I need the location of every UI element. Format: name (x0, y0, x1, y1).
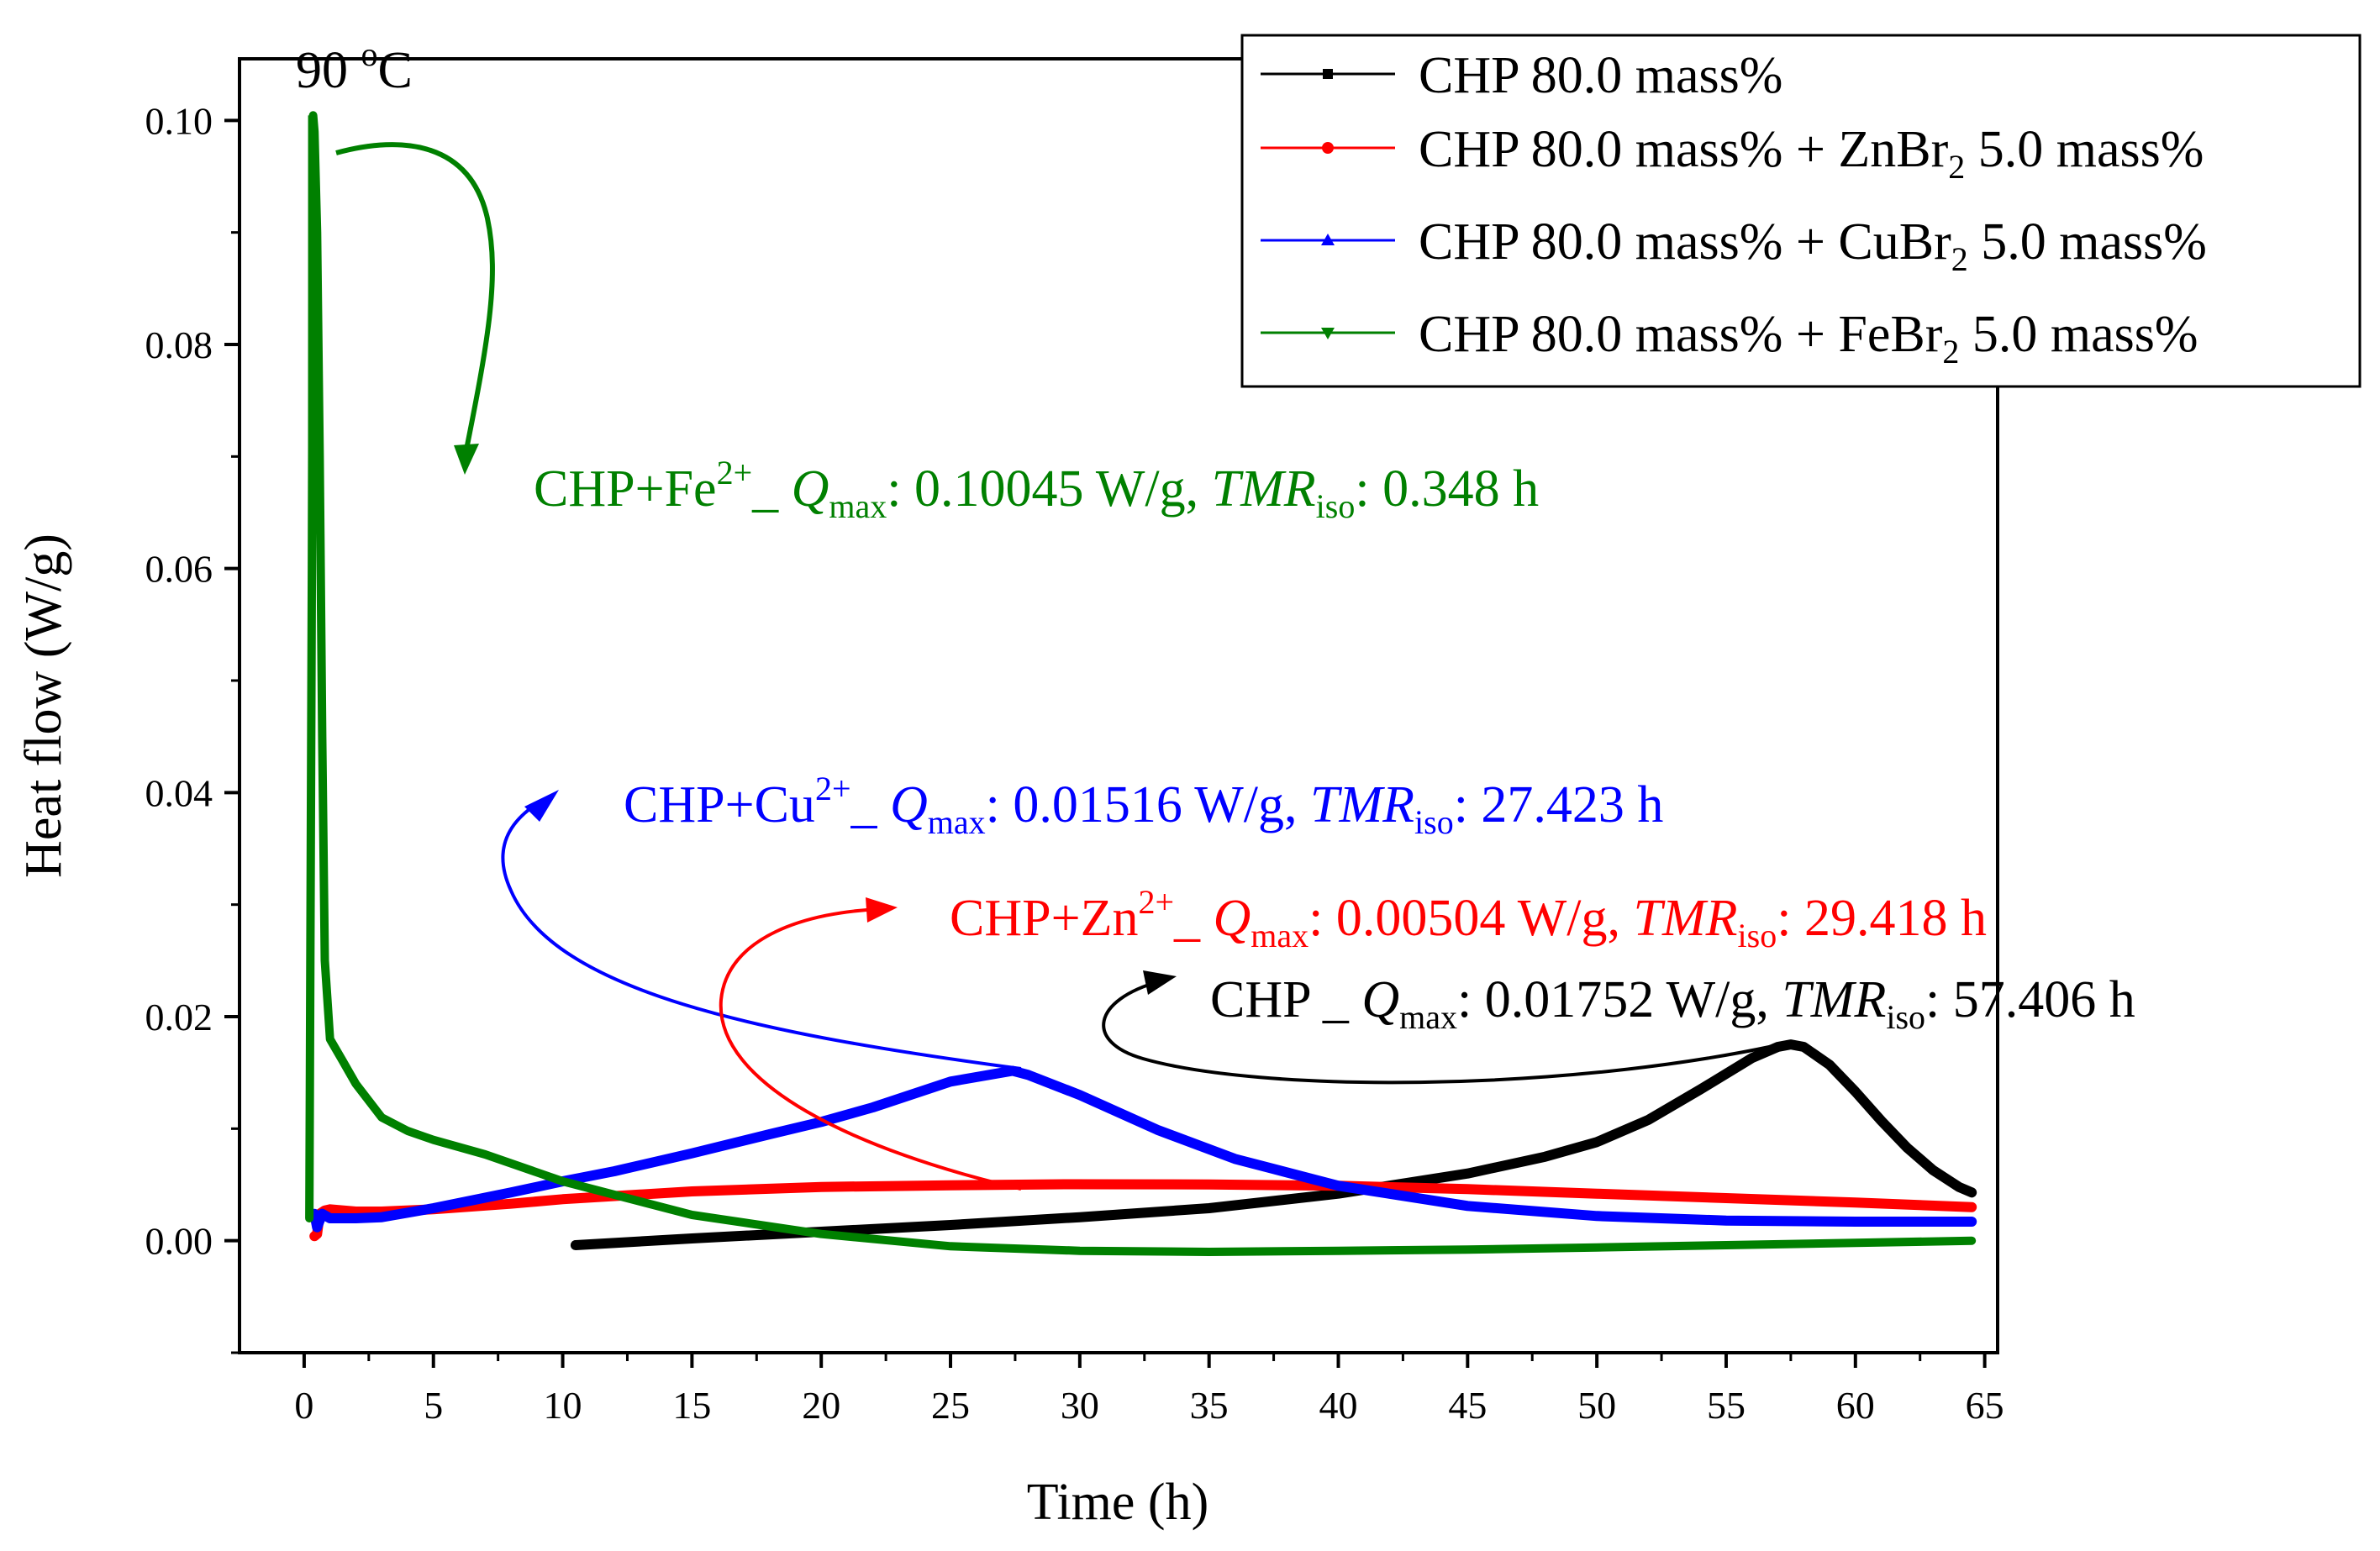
x-tick-label: 30 (1061, 1384, 1099, 1427)
annotation-cu: CHP+Cu2+_ Qmax: 0.01516 W/g, TMRiso: 27.… (624, 770, 1663, 841)
axes-ticks (224, 118, 1987, 1368)
x-tick-labels: 0 5 10 15 20 25 30 35 40 45 50 55 60 65 (294, 1384, 2004, 1427)
y-tick-label: 0.04 (145, 771, 213, 814)
plot-frame (238, 57, 1999, 1354)
annotation-arrows (335, 142, 1774, 1191)
x-tick-label: 25 (931, 1384, 970, 1427)
y-tick-label: 0.08 (145, 323, 213, 366)
y-axis-label: Heat flow (W/g) (15, 534, 72, 878)
series-line-1 (309, 1179, 1977, 1242)
annotation-fe: CHP+Fe2+_ Qmax: 0.10045 W/g, TMRiso: 0.3… (534, 454, 1539, 525)
annotation-zn: CHP+Zn2+_ Qmax: 0.00504 W/g, TMRiso: 29.… (950, 883, 1987, 954)
x-tick-label: 35 (1190, 1384, 1229, 1427)
zn-annotation-arrow (719, 907, 1022, 1191)
legend-square-marker (1323, 69, 1333, 79)
legend-triangle-up-marker (1321, 234, 1335, 245)
x-tick-label: 45 (1448, 1384, 1487, 1427)
legend-item-cubr2: CHP 80.0 mass% + CuBr2 5.0 mass% (1261, 213, 2207, 278)
fe-arrow-head (454, 444, 479, 475)
x-tick-label: 10 (544, 1384, 582, 1427)
x-tick-label: 40 (1319, 1384, 1358, 1427)
temperature-label: 90 oC (296, 35, 413, 99)
chp-annotation-arrow (1102, 980, 1774, 1085)
y-tick-label: 0.02 (145, 996, 213, 1038)
legend-label: CHP 80.0 mass% + FeBr2 5.0 mass% (1419, 306, 2198, 371)
y-tick-label: 0.06 (145, 548, 213, 591)
x-tick-label: 50 (1577, 1384, 1616, 1427)
y-tick-labels: 0.00 0.02 0.04 0.06 0.08 0.10 (145, 99, 213, 1262)
x-tick-label: 20 (802, 1384, 840, 1427)
legend-item-febr2: CHP 80.0 mass% + FeBr2 5.0 mass% (1261, 306, 2198, 371)
annotation-chp: CHP _ Qmax: 0.01752 W/g, TMRiso: 57.406 … (1210, 971, 2135, 1036)
x-axis-label: Time (h) (1027, 1474, 1208, 1531)
legend-label: CHP 80.0 mass% + ZnBr2 5.0 mass% (1419, 121, 2204, 186)
x-tick-label: 60 (1836, 1384, 1875, 1427)
cu-annotation-arrow (501, 797, 1022, 1070)
x-tick-label: 55 (1707, 1384, 1746, 1427)
x-tick-label: 5 (424, 1384, 443, 1427)
y-tick-label: 0.00 (145, 1220, 213, 1263)
x-tick-label: 0 (294, 1384, 313, 1427)
legend: CHP 80.0 mass% CHP 80.0 mass% + ZnBr2 5.… (1240, 34, 2362, 388)
series-line-2 (309, 1065, 1977, 1233)
cu-arrow-head (524, 790, 559, 822)
series-line-0 (570, 1039, 1977, 1250)
x-tick-label: 15 (672, 1384, 711, 1427)
fe-annotation-arrow (335, 142, 495, 459)
legend-item-znbr2: CHP 80.0 mass% + ZnBr2 5.0 mass% (1261, 121, 2204, 186)
y-tick-label: 0.10 (145, 99, 213, 142)
legend-triangle-down-marker (1321, 328, 1335, 339)
x-tick-label: 65 (1966, 1384, 2004, 1427)
series-line-3 (305, 111, 1977, 1256)
legend-item-chp: CHP 80.0 mass% (1261, 47, 1782, 104)
series-layer (305, 111, 1977, 1256)
legend-label: CHP 80.0 mass% (1419, 47, 1782, 104)
zn-arrow-head (866, 897, 898, 923)
legend-label: CHP 80.0 mass% + CuBr2 5.0 mass% (1419, 213, 2207, 278)
chp-arrow-head (1143, 970, 1177, 995)
legend-box (1240, 34, 2362, 388)
legend-circle-marker (1322, 142, 1334, 154)
